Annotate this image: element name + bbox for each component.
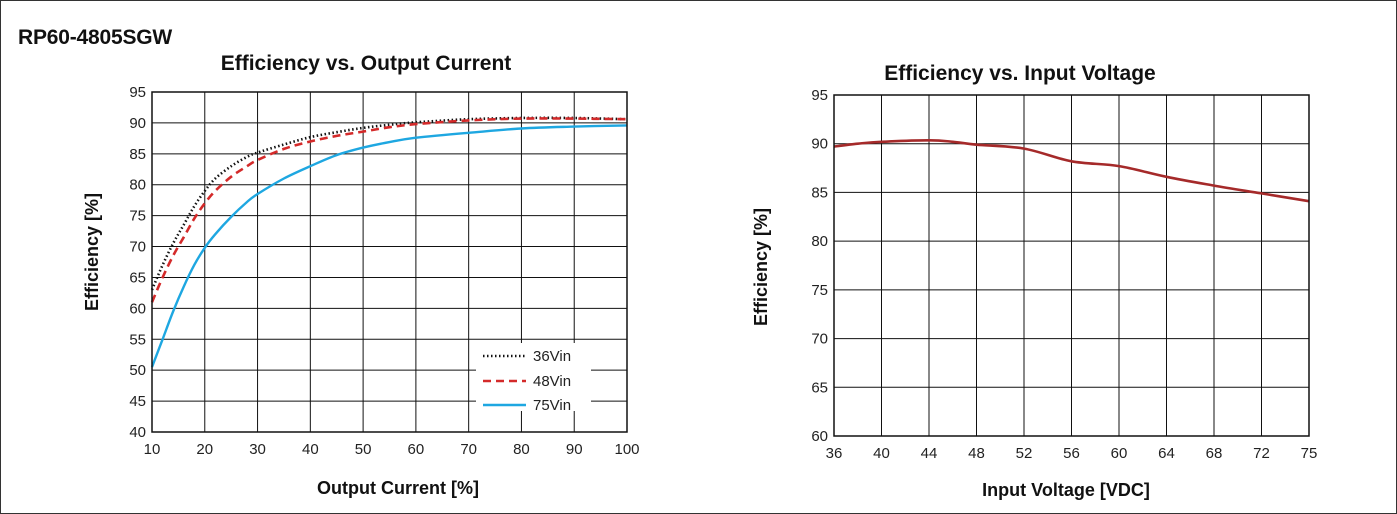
chart2-y-tick-label: 90	[811, 136, 828, 153]
chart1-x-tick-label: 20	[196, 441, 213, 458]
chart1-y-tick-label: 95	[129, 84, 146, 101]
chart2-x-tick-label: 60	[1111, 445, 1128, 462]
chart2-x-tick-label: 40	[873, 445, 890, 462]
chart2-x-tick-label: 48	[968, 445, 985, 462]
chart2-series	[833, 138, 1310, 203]
chart2-title: Efficiency vs. Input Voltage	[884, 62, 1156, 85]
chart1-y-tick-label: 80	[129, 177, 146, 194]
chart1-x-tick-label: 50	[355, 441, 372, 458]
chart1-y-tick-label: 60	[129, 300, 146, 317]
chart1-x-tick-label: 90	[566, 441, 583, 458]
chart1-x-tick-label: 30	[249, 441, 266, 458]
chart2-y-tick-label: 75	[811, 282, 828, 299]
chart1-x-ticks: 10 20 30 40 50 60 70 80 90 100	[144, 441, 640, 458]
legend-label-48vin: 48Vin	[533, 373, 571, 390]
chart1-x-tick-label: 100	[614, 441, 639, 458]
chart2-x-tick-label: 72	[1253, 445, 1270, 462]
chart2-y-tick-label: 60	[811, 428, 828, 445]
chart1-y-axis-label: Efficiency [%]	[82, 193, 102, 311]
chart1-y-tick-label: 70	[129, 239, 146, 256]
chart1-legend: 36Vin 48Vin 75Vin	[476, 343, 591, 414]
chart2-x-axis-label: Input Voltage [VDC]	[982, 480, 1150, 500]
chart1-plot-border	[151, 91, 628, 433]
chart2-y-tick-label: 95	[811, 87, 828, 104]
chart1-y-tick-label: 40	[129, 424, 146, 441]
chart2-y-tick-label: 80	[811, 233, 828, 250]
chart2-series-line	[833, 138, 1310, 203]
chart1-y-tick-label: 55	[129, 331, 146, 348]
chart1-x-tick-label: 10	[144, 441, 161, 458]
chart2-x-tick-label: 44	[921, 445, 938, 462]
chart1-series-line-75vin	[150, 124, 628, 368]
chart-efficiency-vs-input-voltage: Efficiency vs. Input Voltage 60 65 70 75 80 8…	[751, 62, 1317, 500]
chart1-x-tick-label: 80	[513, 441, 530, 458]
page-title: RP60-4805SGW	[18, 26, 173, 49]
chart1-x-tick-label: 70	[460, 441, 477, 458]
chart2-y-axis-label: Efficiency [%]	[751, 208, 771, 326]
chart1-x-tick-label: 40	[302, 441, 319, 458]
legend-label-75vin: 75Vin	[533, 397, 571, 414]
chart1-y-tick-label: 85	[129, 146, 146, 163]
chart1-y-tick-label: 45	[129, 393, 146, 410]
chart1-x-axis-label: Output Current [%]	[317, 478, 479, 498]
chart2-plot-border	[833, 94, 1310, 437]
chart1-y-tick-label: 90	[129, 115, 146, 132]
chart1-y-tick-label: 50	[129, 362, 146, 379]
chart2-y-tick-label: 65	[811, 379, 828, 396]
chart2-y-ticks: 60 65 70 75 80 85 90 95	[811, 87, 828, 445]
chart1-legend-box	[476, 343, 591, 411]
chart2-x-tick-label: 36	[826, 445, 843, 462]
chart1-title: Efficiency vs. Output Current	[221, 52, 512, 75]
chart1-y-tick-label: 65	[129, 269, 146, 286]
chart1-y-ticks: 40 45 50 55 60 65 70 75 80 85 90 95	[129, 84, 146, 441]
chart2-x-ticks: 36 40 44 48 52 56 60 64 68 72 75	[826, 445, 1318, 462]
chart1-y-tick-label: 75	[129, 208, 146, 225]
chart2-y-tick-label: 70	[811, 331, 828, 348]
chart2-x-tick-label: 64	[1158, 445, 1175, 462]
chart2-x-tick-label: 52	[1016, 445, 1033, 462]
chart2-x-tick-label: 56	[1063, 445, 1080, 462]
chart2-y-tick-label: 85	[811, 184, 828, 201]
chart2-x-tick-label: 68	[1206, 445, 1223, 462]
chart-efficiency-vs-output-current: Efficiency vs. Output Current 40 45 50 55 60…	[82, 52, 640, 498]
chart2-x-tick-label: 75	[1301, 445, 1318, 462]
chart1-x-tick-label: 60	[408, 441, 425, 458]
chart1-series	[150, 116, 628, 368]
legend-label-36vin: 36Vin	[533, 348, 571, 365]
chart1-series-line-48vin	[150, 117, 628, 303]
